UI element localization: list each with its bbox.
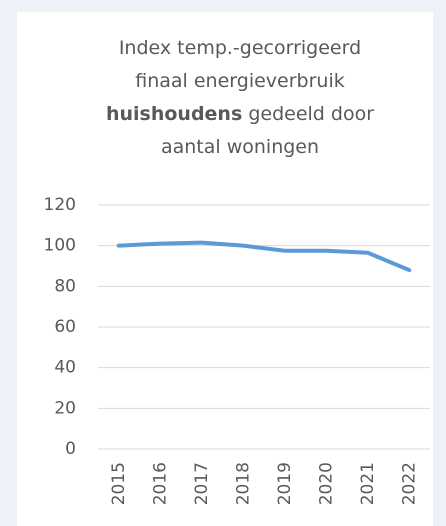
data-line: [116, 240, 412, 273]
x-tick-label: 2016: [150, 462, 170, 505]
y-tick-label: 100: [44, 236, 76, 256]
title-run: aantal woningen: [161, 136, 319, 158]
chart-panel: [17, 12, 433, 526]
title-line: Index temp.-gecorrigeerd: [119, 37, 361, 59]
y-tick-label: 20: [54, 398, 76, 418]
y-tick-label: 120: [44, 195, 76, 215]
title-line: huishoudens gedeeld door: [106, 103, 374, 125]
x-tick-label: 2018: [233, 462, 253, 505]
x-tick-label: 2020: [316, 462, 336, 505]
y-tick-label: 60: [54, 317, 76, 337]
title-line: finaal energieverbruik: [135, 70, 344, 92]
title-run: finaal energieverbruik: [135, 70, 344, 92]
title-run: huishoudens: [106, 103, 242, 125]
x-tick-label: 2015: [109, 462, 129, 505]
title-run: Index temp.-gecorrigeerd: [119, 37, 361, 59]
y-tick-label: 80: [54, 276, 76, 296]
chart-title: Index temp.-gecorrigeerd finaal energieve…: [106, 37, 374, 158]
y-tick-label: 40: [54, 358, 76, 378]
title-run: gedeeld door: [242, 103, 374, 125]
x-tick-label: 2019: [275, 462, 295, 505]
x-tick-label: 2021: [358, 462, 378, 505]
title-line: aantal woningen: [161, 136, 319, 158]
x-tick-label: 2017: [192, 462, 212, 505]
y-tick-label: 0: [65, 439, 76, 459]
x-tick-label: 2022: [399, 462, 419, 505]
